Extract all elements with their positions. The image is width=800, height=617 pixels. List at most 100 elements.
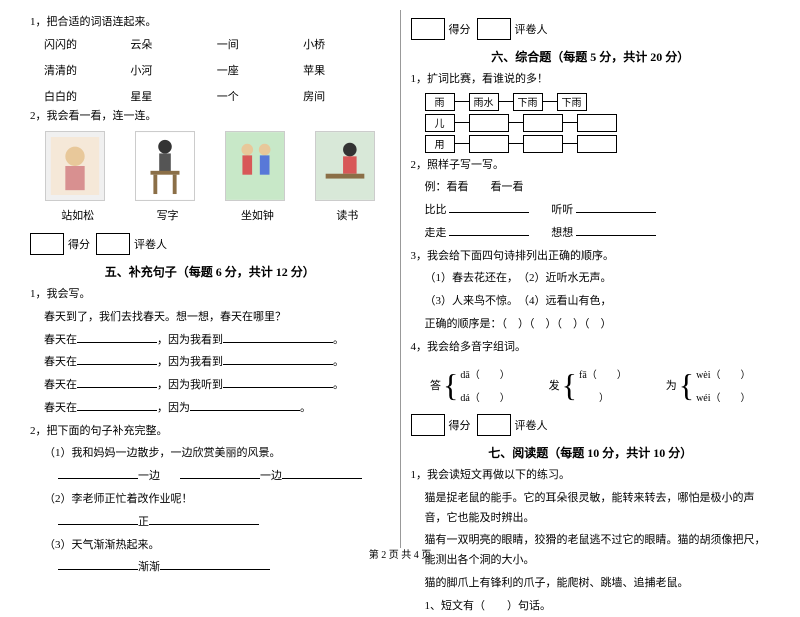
dash: [563, 122, 577, 123]
blank: [190, 399, 300, 411]
dash: [543, 101, 557, 102]
t: 。: [333, 379, 344, 391]
char: 为: [666, 377, 677, 393]
t: 春天在: [44, 334, 77, 346]
blank: [282, 467, 362, 479]
t: 渐渐: [138, 561, 160, 573]
score-cell: [96, 233, 130, 255]
n: [469, 135, 509, 153]
s5-q1-intro: 春天到了，我们去找春天。想一想，春天在哪里？: [30, 308, 390, 328]
score-label: 得分: [449, 21, 471, 37]
w: 苹果: [303, 62, 389, 78]
s7-q1: 1，我会读短文再做以下的练习。: [411, 467, 771, 485]
n: [577, 135, 617, 153]
image-row: [30, 131, 390, 201]
p: fā（: [579, 370, 597, 381]
blank: [449, 224, 529, 236]
t: 正: [138, 516, 149, 528]
s6-q2-rows: 比比 听听 走走 想想: [411, 201, 771, 244]
n: [523, 135, 563, 153]
s7-p3: 猫的脚爪上有锋利的爪子，能爬树、跳墙、追捕老鼠。: [411, 574, 771, 594]
dash: [455, 122, 469, 123]
s6-q1: 1，扩词比赛，看谁说的多！: [411, 71, 771, 89]
w: 小河: [130, 62, 216, 78]
s5-q1: 1，我会写。: [30, 286, 390, 304]
page-footer: 第 2 页 共 4 页: [0, 546, 800, 561]
seed: 用: [425, 135, 455, 153]
p: dá（: [460, 393, 479, 404]
t: 比比: [425, 204, 447, 216]
score-cell: [411, 18, 445, 40]
seed: 雨: [425, 93, 455, 111]
chain-1: 雨 雨水 下雨 下雨: [425, 93, 771, 111]
s5-q2-3b: 渐渐: [30, 558, 390, 578]
dash: [563, 143, 577, 144]
s5-q2: 2，把下面的句子补充完整。: [30, 423, 390, 441]
pic-1: [45, 131, 105, 201]
t: 。: [333, 356, 344, 368]
pic-3: [225, 131, 285, 201]
cp: ）: [741, 393, 751, 404]
score-box-7: 得分 评卷人: [411, 414, 771, 436]
score-cell: [477, 414, 511, 436]
blank: [449, 201, 529, 213]
label-row: 站如松 写字 坐如钟 读书: [30, 207, 390, 223]
s5-q2-2b: 正: [30, 513, 390, 533]
s6-q4: 4，我会给多音字组词。: [411, 339, 771, 357]
w: 房间: [303, 88, 389, 104]
pg-1: 答{ dā（ ）dá（ ）: [430, 366, 510, 404]
blank: [149, 513, 259, 525]
pic-4: [315, 131, 375, 201]
t: ，因为我看到: [157, 356, 223, 368]
w: 一间: [217, 36, 303, 52]
pic-2: [135, 131, 195, 201]
pg-2: 发{ fā（ ） ）: [549, 366, 627, 404]
score-box-6: 得分 评卷人: [411, 18, 771, 40]
chain-3: 用: [425, 135, 771, 153]
dash: [455, 143, 469, 144]
s6-q3-order: 正确的顺序是：（ ）（ ）（ ）（ ）: [425, 315, 771, 335]
q1-rows: 闪闪的云朵一间小桥 清清的小河一座苹果 白白的星星一个房间: [30, 36, 390, 104]
s5-q1-lines: 春天在，因为我看到。 春天在，因为我看到。 春天在，因为我听到。 春天在，因为。: [30, 331, 390, 419]
score-label: 评卷人: [515, 417, 548, 433]
s7-sub: 1、短文有（ ）句话。: [411, 597, 771, 617]
n: 雨水: [469, 93, 499, 111]
n: [577, 114, 617, 132]
t: （3）人来鸟不惊。: [425, 295, 513, 307]
pinyin-row: 答{ dā（ ）dá（ ） 发{ fā（ ） ） 为{ wèi（ ）wéi（ ）: [411, 366, 771, 404]
blank: [180, 467, 260, 479]
dash: [455, 101, 469, 102]
lbl: 写字: [157, 207, 179, 223]
p: wéi（: [696, 393, 720, 404]
brace-icon: {: [562, 369, 577, 401]
s5-q2-1b: 一边一边: [30, 467, 390, 487]
q1-title: 1，把合适的词语连起来。: [30, 14, 390, 32]
t: （2）近听水无声。: [524, 272, 612, 284]
t: 。: [333, 334, 344, 346]
n: [469, 114, 509, 132]
t: 。: [300, 402, 311, 414]
w: 云朵: [130, 36, 216, 52]
blank: [576, 224, 656, 236]
score-label: 评卷人: [515, 21, 548, 37]
w: 星星: [130, 88, 216, 104]
p: dā（: [460, 370, 479, 381]
blank: [223, 353, 333, 365]
t: 一边: [260, 470, 282, 482]
section-6-title: 六、综合题（每题 5 分，共计 20 分）: [411, 48, 771, 65]
cp: ）: [500, 370, 510, 381]
s5-q2-2: （2）李老师正忙着改作业呢！: [30, 490, 390, 510]
blank: [58, 513, 138, 525]
t: ，因为我看到: [157, 334, 223, 346]
t: 春天在: [44, 356, 77, 368]
cp: ）: [617, 370, 627, 381]
score-cell: [30, 233, 64, 255]
cp: ）: [599, 393, 609, 404]
score-label: 评卷人: [134, 236, 167, 252]
w: 一个: [217, 88, 303, 104]
score-cell: [411, 414, 445, 436]
t: （1）春去花还在，: [425, 272, 513, 284]
w: 清清的: [44, 62, 130, 78]
blank: [223, 331, 333, 343]
s6-q3: 3，我会给下面四句诗排列出正确的顺序。: [411, 248, 771, 266]
